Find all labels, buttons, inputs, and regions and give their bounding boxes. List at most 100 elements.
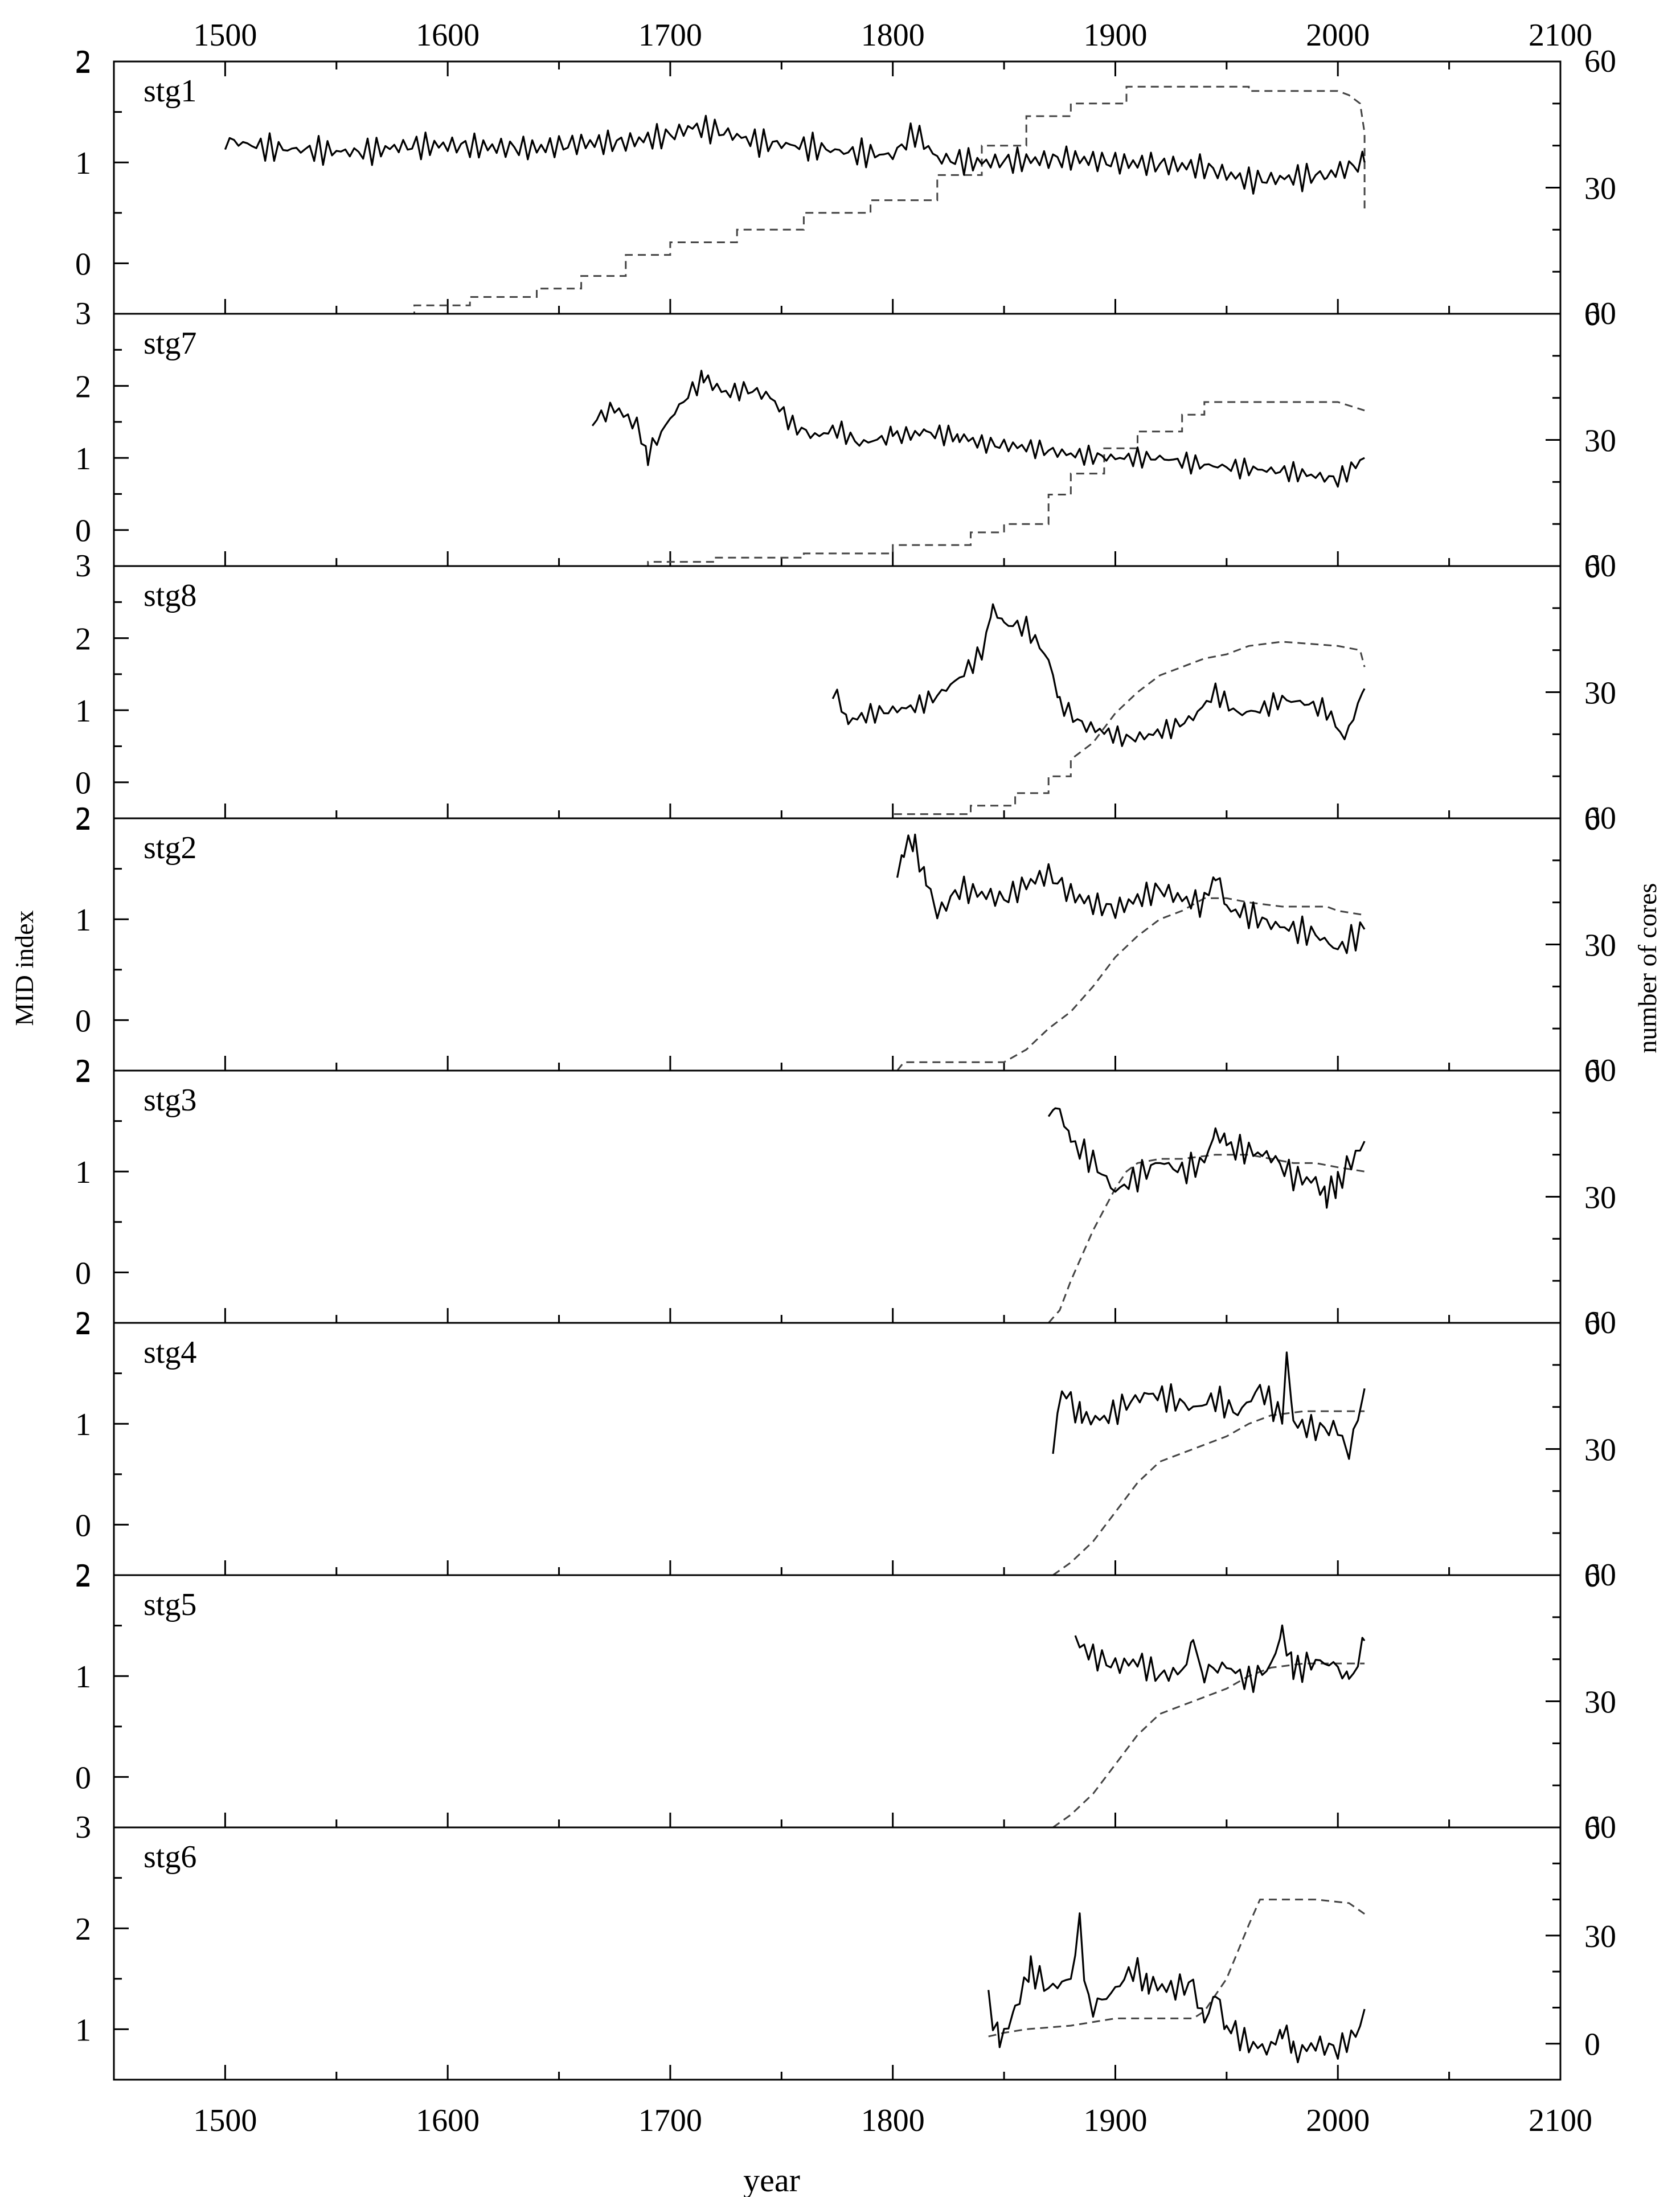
right-tick-label: 30 xyxy=(1584,1919,1616,1954)
cores-line-stg7 xyxy=(592,401,1365,566)
panel-label: stg8 xyxy=(144,578,196,613)
y-tick-label: 0 xyxy=(75,247,91,282)
right-tick-label: 30 xyxy=(1584,928,1616,964)
right-tick-label: 60 xyxy=(1584,296,1616,331)
panel-stg2: stg2 0 1 2 2 0 30 60 xyxy=(75,801,1616,1089)
x-tick-label-bottom: 2100 xyxy=(1529,2103,1592,2138)
cores-line-stg6 xyxy=(988,1899,1365,2038)
right-tick-label: 60 xyxy=(1584,801,1616,836)
x-tick-label-top: 1800 xyxy=(861,18,925,53)
y-tick-label: 2 xyxy=(75,622,91,657)
y-tick-label: 2 xyxy=(75,370,91,405)
y-tick-label: 1 xyxy=(75,1659,91,1695)
right-tick-label: 30 xyxy=(1584,1685,1616,1720)
panel-stg3: stg3 0 1 2 2 0 30 60 xyxy=(75,1053,1616,1342)
y-tick-label: 2 xyxy=(75,45,91,80)
right-tick-label: 0 xyxy=(1584,2027,1600,2063)
panel-label: stg1 xyxy=(144,73,196,109)
y-tick-label: 2 xyxy=(75,1912,91,1947)
y-tick-label: 0 xyxy=(75,1003,91,1039)
cores-line-stg5 xyxy=(1052,1662,1365,1827)
mid-line-stg8 xyxy=(831,603,1366,747)
y-tick-label: 1 xyxy=(75,441,91,477)
y-tick-label: 2 xyxy=(75,802,91,837)
y-tick-label-top: 2 xyxy=(75,1305,91,1341)
right-tick-label: 0 xyxy=(1584,1306,1600,1342)
y-tick-label: 2 xyxy=(75,1559,91,1594)
right-tick-label: 60 xyxy=(1584,1557,1616,1593)
x-tick-label-top: 2100 xyxy=(1529,18,1592,53)
mid-line-stg5 xyxy=(1074,1624,1366,1693)
right-tick-label: 0 xyxy=(1584,802,1600,837)
panel-frame xyxy=(113,313,1562,567)
panel-label: stg7 xyxy=(144,326,196,361)
right-tick-label: 30 xyxy=(1584,676,1616,711)
right-tick-label: 60 xyxy=(1584,44,1616,79)
panel-frame xyxy=(113,1574,1562,1829)
right-tick-label: 60 xyxy=(1584,1810,1616,1845)
right-tick-label: 60 xyxy=(1584,1305,1616,1341)
y-tick-label-top: 2 xyxy=(75,1557,91,1593)
cores-line-stg4 xyxy=(1052,1410,1365,1575)
x-axis-title: year xyxy=(743,2162,800,2197)
right-tick-label: 0 xyxy=(1584,297,1600,333)
right-tick-label: 30 xyxy=(1584,1433,1616,1468)
right-tick-label: 0 xyxy=(1584,1559,1600,1594)
y-tick-label: 2 xyxy=(75,1306,91,1342)
y-tick-label: 1 xyxy=(75,903,91,938)
mid-line-stg4 xyxy=(1052,1351,1366,1460)
y-tick-label-top: 2 xyxy=(75,44,91,79)
y-tick-label-top: 3 xyxy=(75,548,91,584)
x-tick-label-top: 2000 xyxy=(1306,18,1370,53)
x-tick-label-bottom: 1800 xyxy=(861,2103,925,2138)
right-tick-label: 30 xyxy=(1584,171,1616,207)
y-tick-label-top: 3 xyxy=(75,296,91,331)
y-tick-label-top: 2 xyxy=(75,801,91,836)
y-tick-label: 1 xyxy=(75,146,91,181)
cores-line-stg3 xyxy=(1048,1154,1365,1323)
y-tick-label-top: 3 xyxy=(75,1810,91,1845)
panel-label: stg5 xyxy=(144,1587,196,1622)
right-tick-label: 30 xyxy=(1584,1181,1616,1216)
right-tick-label: 30 xyxy=(1584,424,1616,459)
y-tick-label: 0 xyxy=(75,766,91,801)
mid-line-stg3 xyxy=(1047,1107,1366,1209)
panel-frame xyxy=(113,60,1562,315)
panel-frame xyxy=(113,1826,1562,2081)
x-tick-label-bottom: 1700 xyxy=(638,2103,702,2138)
y-tick-label-top: 2 xyxy=(75,1053,91,1088)
cores-line-stg1 xyxy=(225,85,1366,314)
x-tick-label-top: 1600 xyxy=(416,18,480,53)
right-tick-label: 60 xyxy=(1584,548,1616,584)
x-tick-label-bottom: 2000 xyxy=(1306,2103,1370,2138)
panel-label: stg6 xyxy=(144,1839,196,1875)
panel-frame xyxy=(113,1069,1562,1324)
right-tick-label: 0 xyxy=(1584,550,1600,585)
right-tick-label: 0 xyxy=(1584,1811,1600,1846)
y-axis-title-left: MID index xyxy=(10,910,39,1026)
right-tick-label: 60 xyxy=(1584,1053,1616,1088)
panel-stg4: stg4 0 1 2 2 0 30 60 xyxy=(75,1305,1616,1594)
y-tick-label: 0 xyxy=(75,1760,91,1796)
y-tick-label: 1 xyxy=(75,694,91,729)
x-tick-label-top: 1700 xyxy=(638,18,702,53)
panels-group: stg1012203060stg7012303060stg8012303060s… xyxy=(75,44,1616,2081)
panel-frame xyxy=(113,1322,1562,1576)
y-tick-label: 0 xyxy=(75,1508,91,1543)
y-axis-title-right: number of cores xyxy=(1633,883,1662,1054)
right-tick-label: 0 xyxy=(1584,1054,1600,1089)
x-tick-label-top: 1900 xyxy=(1083,18,1147,53)
y-tick-label: 0 xyxy=(75,1256,91,1291)
y-tick-label: 0 xyxy=(75,514,91,549)
y-tick-label: 1 xyxy=(75,1407,91,1442)
panel-label: stg4 xyxy=(144,1335,196,1370)
mid-line-stg2 xyxy=(896,833,1366,954)
mid-line-stg6 xyxy=(987,1912,1366,2064)
x-tick-label-bottom: 1900 xyxy=(1083,2103,1147,2138)
